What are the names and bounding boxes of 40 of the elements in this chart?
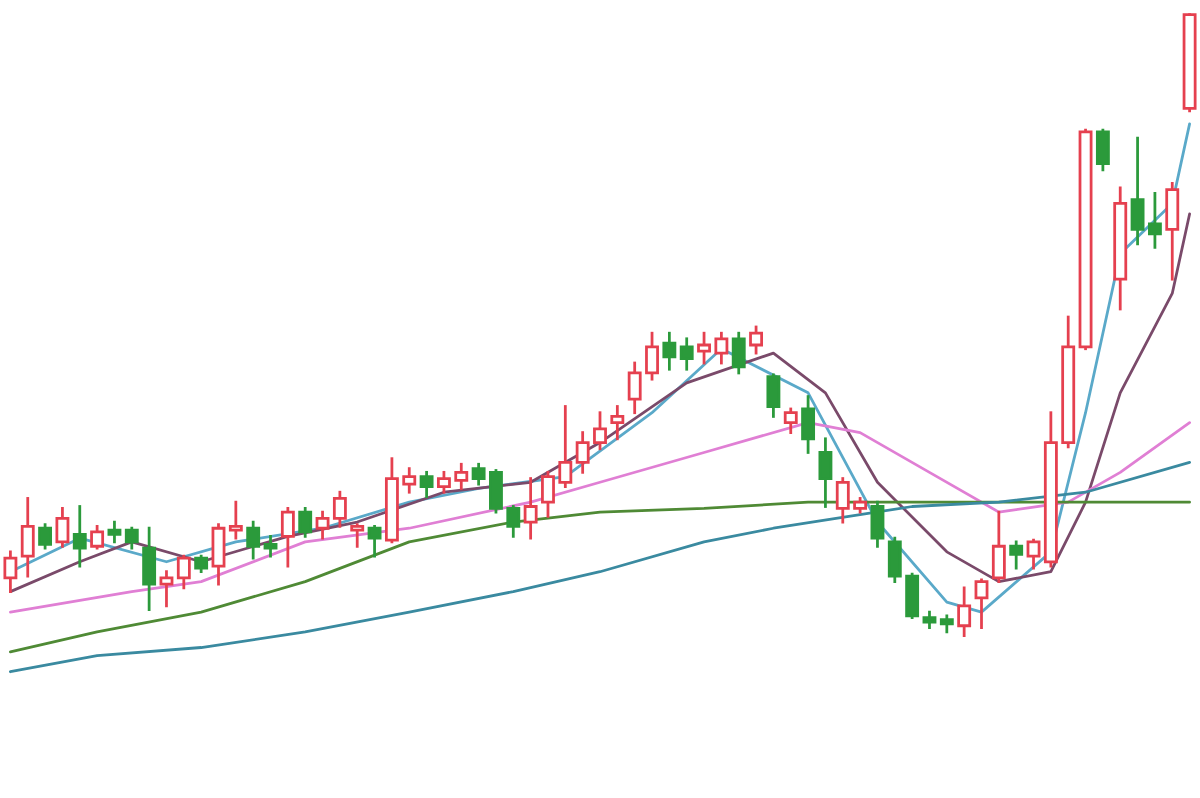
- candlestick: [991, 510, 1006, 584]
- candlestick: [176, 554, 191, 590]
- candlestick: [315, 510, 330, 540]
- candlestick: [523, 477, 538, 540]
- candlestick: [228, 500, 243, 540]
- candlestick: [3, 550, 18, 593]
- candlestick: [1165, 182, 1180, 281]
- candlestick: [957, 586, 972, 638]
- candlestick: [1026, 538, 1041, 570]
- candlestick: [246, 520, 261, 560]
- candlestick: [367, 524, 382, 558]
- candlestick: [142, 526, 157, 611]
- candlestick: [280, 506, 295, 568]
- candlestick: [263, 534, 278, 558]
- candlestick: [419, 470, 434, 498]
- candlestick: [766, 373, 781, 418]
- candlestick: [818, 437, 833, 508]
- candlestick: [90, 524, 105, 550]
- candlestick: [20, 497, 35, 578]
- candlestick: [1095, 128, 1110, 172]
- candlestick: [350, 523, 365, 548]
- candlestick: [159, 570, 174, 608]
- candlestick: [298, 506, 313, 538]
- candlestick: [801, 395, 816, 454]
- candlestick: [662, 331, 677, 371]
- candlestick: [211, 523, 226, 586]
- candlestick: [332, 490, 347, 528]
- candlestick: [107, 520, 122, 544]
- candlestick: [870, 500, 885, 548]
- candlestick: [610, 405, 625, 441]
- candlestick: [55, 506, 70, 548]
- candlestick: [1009, 540, 1024, 570]
- candlestick: [749, 325, 764, 355]
- candlestick: [72, 505, 87, 568]
- candlestick: [974, 578, 989, 630]
- candlestick: [731, 331, 746, 375]
- candlestick: [783, 407, 798, 434]
- candlestick: [38, 523, 53, 550]
- candlestick: [679, 337, 694, 371]
- candlestick: [124, 526, 139, 550]
